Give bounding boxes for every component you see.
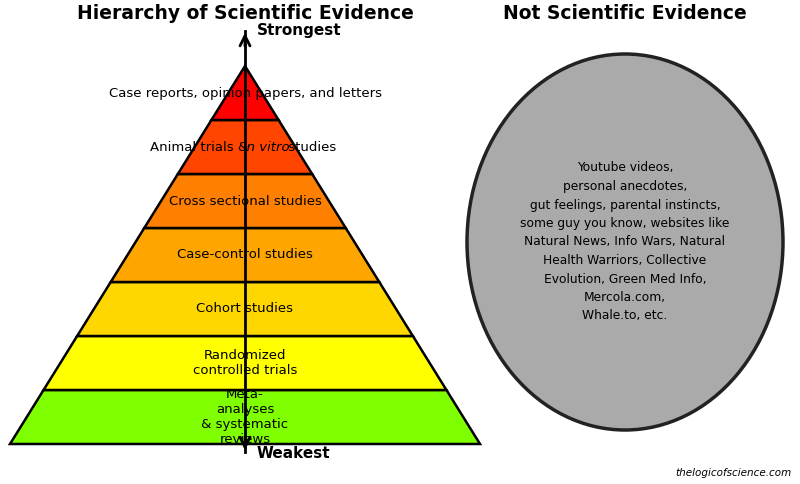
Text: Case reports, opinion papers, and letters: Case reports, opinion papers, and letter… xyxy=(109,87,382,100)
Text: studies: studies xyxy=(284,140,336,153)
Text: in vitro: in vitro xyxy=(243,140,290,153)
Polygon shape xyxy=(110,228,379,282)
Text: Weakest: Weakest xyxy=(257,447,330,462)
Text: Youtube videos,
personal anecdotes,
gut feelings, parental instincts,
some guy y: Youtube videos, personal anecdotes, gut … xyxy=(520,162,730,322)
Text: Meta-
analyses
& systematic
reviews: Meta- analyses & systematic reviews xyxy=(202,388,289,446)
Polygon shape xyxy=(77,282,413,336)
Text: Case-control studies: Case-control studies xyxy=(177,248,313,261)
Text: Strongest: Strongest xyxy=(257,22,342,37)
Text: Hierarchy of Scientific Evidence: Hierarchy of Scientific Evidence xyxy=(77,4,414,23)
Polygon shape xyxy=(211,66,278,120)
Text: Cohort studies: Cohort studies xyxy=(197,302,294,316)
Ellipse shape xyxy=(467,54,783,430)
Polygon shape xyxy=(10,390,480,444)
Text: Cross sectional studies: Cross sectional studies xyxy=(169,195,322,208)
Text: Not Scientific Evidence: Not Scientific Evidence xyxy=(503,4,747,23)
Polygon shape xyxy=(178,120,312,174)
Text: Randomized
controlled trials: Randomized controlled trials xyxy=(193,349,297,377)
Polygon shape xyxy=(43,336,446,390)
Polygon shape xyxy=(144,174,346,228)
Text: thelogicofscience.com: thelogicofscience.com xyxy=(676,468,792,478)
Text: Animal trials &: Animal trials & xyxy=(150,140,253,153)
